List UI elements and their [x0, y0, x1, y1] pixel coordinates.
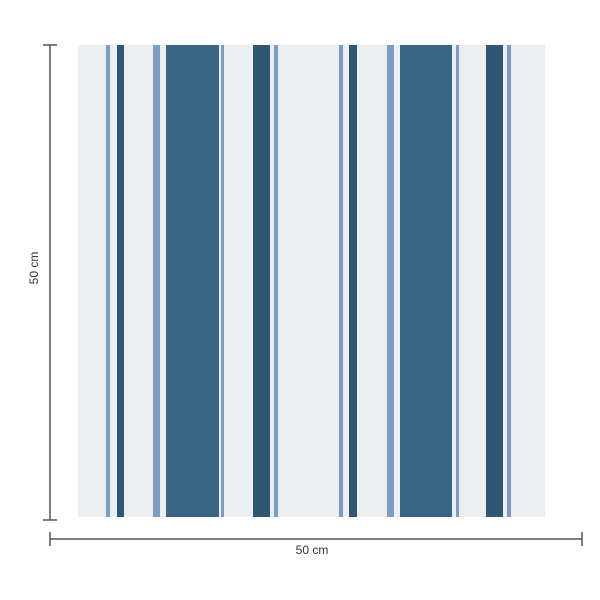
fabric-swatch: [78, 45, 545, 517]
stripe: [486, 45, 503, 517]
height-label: 50 cm: [27, 252, 41, 285]
stripe: [253, 45, 270, 517]
fabric-base: [78, 45, 545, 517]
stripe: [166, 45, 219, 517]
stripe: [400, 45, 452, 517]
width-dimension: [49, 532, 583, 546]
stripe: [274, 45, 278, 517]
stripe: [456, 45, 459, 517]
stripe: [153, 45, 160, 517]
stripe: [106, 45, 110, 517]
stripe: [349, 45, 357, 517]
stripe: [339, 45, 343, 517]
stripe: [387, 45, 394, 517]
stripe: [117, 45, 124, 517]
width-label: 50 cm: [296, 543, 329, 557]
stripe: [221, 45, 224, 517]
stripe: [507, 45, 511, 517]
height-dimension: [43, 44, 57, 521]
